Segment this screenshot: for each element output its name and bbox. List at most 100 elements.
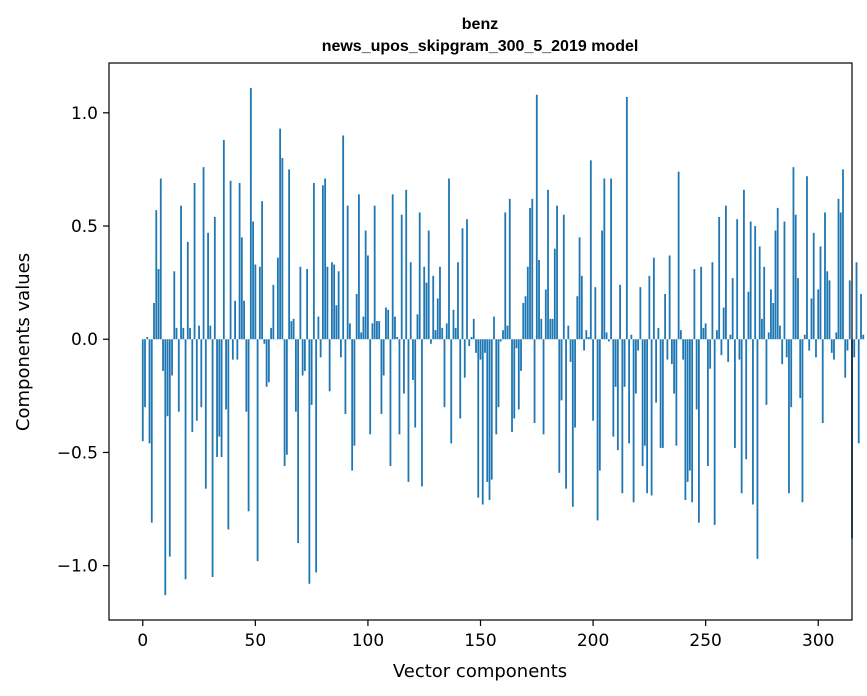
- bar-314: [848, 280, 851, 340]
- bar-172: [529, 207, 531, 340]
- bar-303: [824, 212, 826, 340]
- bar-46: [245, 339, 248, 412]
- bar-198: [587, 336, 590, 340]
- bar-201: [594, 287, 597, 340]
- bar-277: [765, 339, 768, 405]
- bar-231: [661, 339, 664, 448]
- bar-215: [625, 96, 628, 340]
- bar-4: [150, 339, 153, 523]
- x-tick-label: 300: [802, 631, 834, 651]
- bar-93: [351, 339, 354, 471]
- bar-185: [558, 339, 561, 473]
- bar-124: [421, 339, 423, 487]
- bar-175: [535, 94, 538, 340]
- bar-295: [806, 176, 808, 340]
- bar-264: [736, 219, 739, 340]
- bar-250: [704, 323, 707, 340]
- bar-318: [857, 339, 860, 444]
- bar-222: [641, 339, 644, 467]
- bar-32: [213, 216, 216, 340]
- bar-199: [589, 160, 592, 340]
- bar-186: [560, 339, 563, 401]
- bar-221: [639, 287, 642, 340]
- bar-305: [828, 280, 831, 340]
- bar-216: [628, 339, 630, 444]
- bar-109: [387, 309, 390, 340]
- bar-40: [231, 339, 234, 360]
- bar-187: [562, 214, 565, 340]
- bar-10: [164, 339, 167, 596]
- bar-146: [470, 336, 473, 340]
- bar-261: [729, 334, 732, 340]
- bar-204: [601, 230, 603, 340]
- bar-243: [688, 339, 691, 471]
- bar-195: [580, 275, 583, 340]
- bar-286: [785, 339, 788, 358]
- bar-14: [173, 271, 176, 340]
- bar-98: [362, 316, 365, 340]
- bar-145: [468, 339, 471, 347]
- bar-294: [803, 334, 806, 340]
- bar-156: [493, 316, 495, 340]
- bar-78: [317, 316, 320, 340]
- bar-142: [461, 228, 464, 340]
- bar-181: [549, 318, 552, 340]
- bar-71: [301, 339, 304, 376]
- bar-310: [839, 212, 842, 340]
- bar-65: [288, 169, 291, 340]
- bar-163: [508, 198, 511, 340]
- bar-119: [409, 262, 412, 340]
- bar-265: [738, 339, 741, 360]
- bar-38: [227, 339, 230, 530]
- bar-162: [506, 325, 509, 340]
- bar-60: [276, 257, 279, 340]
- bar-7: [157, 269, 160, 340]
- bar-39: [229, 180, 232, 340]
- bar-149: [477, 339, 480, 498]
- bar-107: [382, 339, 385, 376]
- bar-210: [614, 339, 617, 387]
- bar-248: [700, 266, 703, 340]
- x-tick-label: 200: [577, 631, 609, 651]
- bar-74: [308, 339, 311, 584]
- bar-270: [749, 221, 752, 340]
- chart-title: benz: [462, 16, 498, 33]
- bar-232: [664, 293, 667, 340]
- bar-13: [171, 339, 173, 376]
- bar-132: [439, 266, 441, 340]
- bar-240: [682, 339, 685, 360]
- bar-48: [249, 87, 252, 340]
- bar-293: [801, 339, 804, 503]
- bar-50: [254, 264, 257, 340]
- bar-127: [427, 230, 430, 340]
- bar-255: [716, 330, 718, 340]
- bar-272: [754, 226, 757, 340]
- bar-164: [511, 339, 513, 433]
- bar-86: [335, 305, 338, 340]
- bar-230: [659, 339, 662, 448]
- bar-188: [565, 339, 567, 489]
- bar-170: [524, 296, 527, 340]
- x-axis-label: Vector components: [393, 661, 567, 682]
- bar-217: [630, 334, 633, 340]
- bar-5: [153, 303, 155, 340]
- bar-167: [517, 339, 520, 410]
- bar-253: [711, 262, 714, 340]
- bar-2: [146, 336, 149, 340]
- bar-106: [380, 339, 383, 414]
- bar-259: [725, 205, 727, 340]
- bar-69: [297, 339, 300, 544]
- bar-279: [770, 289, 772, 340]
- bar-207: [607, 339, 610, 342]
- bar-244: [691, 339, 694, 503]
- bar-178: [542, 339, 545, 435]
- bar-1: [144, 339, 146, 408]
- bar-219: [634, 339, 637, 394]
- bar-88: [340, 339, 342, 358]
- bar-53: [261, 201, 263, 340]
- bar-302: [821, 339, 824, 424]
- bar-121: [414, 339, 417, 428]
- bar-191: [571, 339, 574, 507]
- bar-51: [256, 339, 259, 562]
- bar-148: [475, 339, 477, 353]
